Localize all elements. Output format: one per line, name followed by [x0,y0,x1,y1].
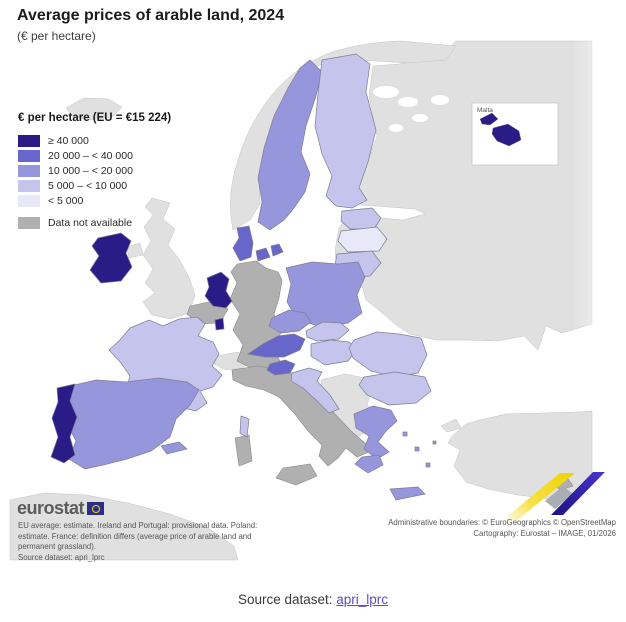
legend-item: 10 000 – < 20 000 [18,163,171,178]
region-sicily[interactable] [275,463,318,486]
region-crete[interactable] [389,486,426,501]
source-caption-prefix: Source dataset: [237,592,337,607]
eurostat-logo: eurostat [17,498,105,519]
country-northern-ireland [126,242,144,259]
legend-item-nodata: Data not available [18,215,171,230]
page-title: Average prices of arable land, 2024 [17,7,285,24]
map-edge-fade [572,38,626,348]
country-ireland[interactable] [89,232,133,284]
country-estonia[interactable] [340,207,382,230]
legend-label: < 5 000 [48,194,84,207]
legend-label: ≥ 40 000 [48,134,89,147]
eurostat-logo-text: eurostat [17,498,85,518]
legend-label: Data not available [48,216,133,229]
legend-title: € per hectare (EU = €15 224) [18,112,172,124]
country-spain[interactable] [60,377,200,470]
region-gozo[interactable] [479,112,499,126]
page-subtitle: (€ per hectare) [17,29,96,43]
country-greece[interactable] [353,405,398,460]
region-denmark-islands[interactable] [255,247,271,262]
legend-swatch-nodata [18,216,40,229]
corner-logo-ribbons [500,472,605,522]
country-slovakia[interactable] [305,321,350,342]
country-finland[interactable] [314,53,377,209]
region-corsica[interactable] [239,415,250,438]
country-poland[interactable] [285,261,366,328]
country-portugal[interactable] [50,383,78,464]
logo-ribbon-yellow [500,473,575,522]
logo-ribbon-gray [545,486,573,509]
region-north-africa [9,492,239,561]
region-aegean-island [432,440,437,445]
country-denmark[interactable] [232,225,254,262]
eu-flag-icon [87,502,105,515]
country-iceland [65,97,123,121]
credits-boundaries: Administrative boundaries: © EuroGeograp… [388,518,616,527]
malta-inset-label: Malta [477,107,493,114]
country-bulgaria[interactable] [358,371,432,406]
legend-item: < 5 000 [18,193,171,208]
map-credits: Administrative boundaries: © EuroGeograp… [388,518,616,539]
footnote-source-line: Source dataset: apri_lprc [18,552,105,562]
legend-swatch-cat5 [18,194,40,207]
legend-swatch-cat1 [18,134,40,147]
country-russia-east-europe [334,40,593,351]
country-hungary[interactable] [310,339,358,366]
country-united-kingdom [142,197,196,320]
footnotes: EU average: estimate. Ireland and Portug… [18,521,257,563]
footnote-line: estimate. France: definition differs (av… [18,531,252,541]
region-peloponnese[interactable] [354,454,384,474]
region-sardinia[interactable] [234,434,253,467]
footnote-line: permanent grassland). [18,542,97,551]
country-czechia[interactable] [268,309,312,334]
country-austria[interactable] [247,333,306,358]
country-slovenia[interactable] [266,359,296,376]
country-luxembourg[interactable] [214,317,225,331]
legend-swatch-cat3 [18,164,40,177]
legend-label: 5 000 – < 10 000 [48,179,128,192]
map-legend: € per hectare (EU = €15 224) ≥ 40 000 20… [18,112,171,230]
legend-label: 10 000 – < 20 000 [48,164,133,177]
country-romania[interactable] [348,331,428,378]
source-dataset-link[interactable]: apri_lprc [336,592,389,607]
region-aegean-island [402,431,408,437]
europe-choropleth-map: Malta [9,38,626,561]
region-aegean-island [414,446,420,452]
logo-ribbon-navy [551,472,605,515]
country-turkey-nw [440,418,462,433]
region-balearics[interactable] [160,441,188,455]
source-caption: Source dataset: apri_lprc [0,592,626,607]
legend-item: ≥ 40 000 [18,133,171,148]
country-netherlands[interactable] [204,271,233,309]
legend-label: 20 000 – < 40 000 [48,149,133,162]
legend-item: 20 000 – < 40 000 [18,148,171,163]
lakes [373,86,449,132]
country-sweden[interactable] [257,59,323,231]
region-aegean-island [425,462,431,468]
country-croatia[interactable] [290,367,340,414]
legend-swatch-cat2 [18,149,40,162]
region-denmark-zealand[interactable] [270,243,284,257]
country-latvia[interactable] [337,226,388,253]
credits-cartography: Cartography: Eurostat – IMAGE, 01/2026 [473,528,616,538]
region-malta-main[interactable] [491,123,522,147]
footnote-line: EU average: estimate. Ireland and Portug… [18,521,258,530]
legend-item: 5 000 – < 10 000 [18,178,171,193]
malta-inset: Malta [471,102,559,166]
legend-swatch-cat4 [18,179,40,192]
